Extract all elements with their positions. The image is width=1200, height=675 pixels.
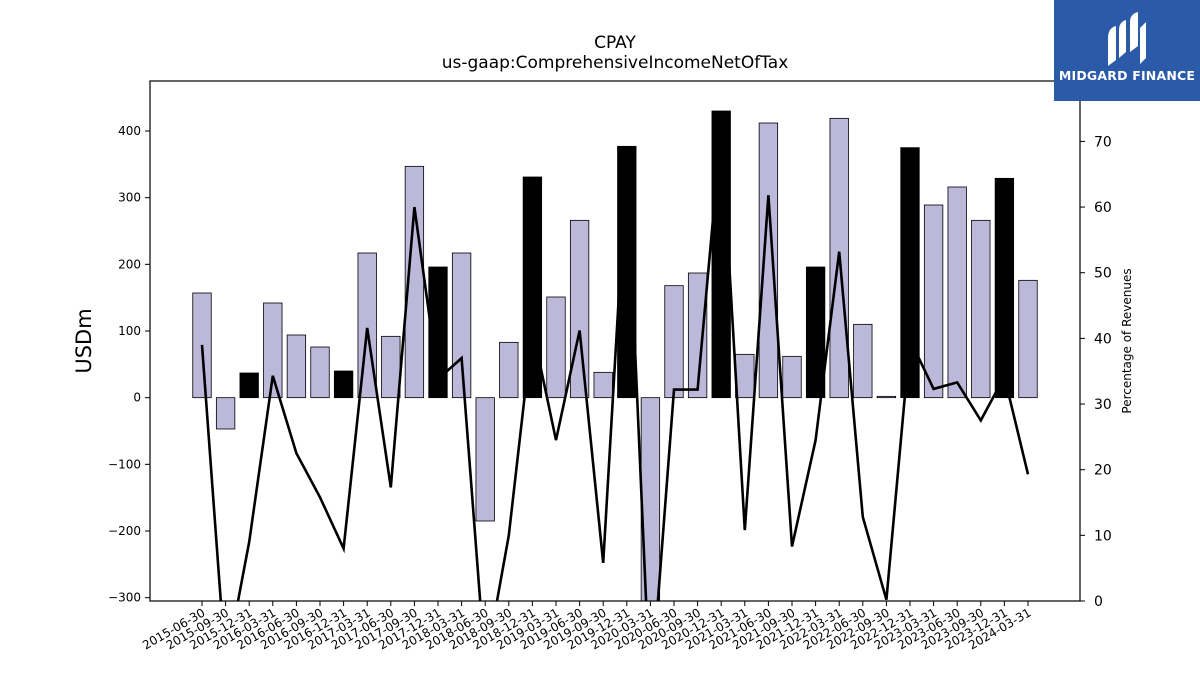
bar-2018-09-30 xyxy=(499,341,519,399)
bar-2017-06-30 xyxy=(381,335,401,399)
bar-2016-03-31 xyxy=(263,302,283,399)
bar-2024-03-31 xyxy=(1018,279,1038,399)
y-tick-label: −300 xyxy=(108,591,141,605)
bar-2022-06-30 xyxy=(853,323,873,399)
y-tick-label: −100 xyxy=(108,457,141,471)
y-tick-label: 400 xyxy=(118,124,141,138)
bar-2019-06-30 xyxy=(569,219,590,399)
y-right-tick-label: 20 xyxy=(1094,463,1112,479)
bar-2018-12-31 xyxy=(522,176,543,399)
y-axis-label-left: USDm xyxy=(72,308,96,373)
percentage-line xyxy=(200,128,1030,601)
bar-2015-09-30 xyxy=(215,397,236,430)
plot-frame xyxy=(149,80,1081,602)
bar-2023-03-31 xyxy=(923,204,944,399)
bar-2016-09-30 xyxy=(310,346,330,399)
y-right-tick-label: 40 xyxy=(1094,331,1112,347)
bar-2021-03-31 xyxy=(735,353,755,399)
bar-2017-12-31 xyxy=(428,266,448,399)
bar-2023-06-30 xyxy=(947,186,967,399)
bar-series xyxy=(192,110,1038,601)
y-axis-right: 0 10 20 30 40 50 60 70 xyxy=(1080,134,1112,610)
bar-2018-06-30 xyxy=(475,397,495,522)
bar-2015-12-31 xyxy=(239,372,259,399)
chart-subtitle: us-gaap:ComprehensiveIncomeNetOfTax xyxy=(442,53,789,73)
y-tick-label: 100 xyxy=(118,324,141,338)
y-right-tick-label: 10 xyxy=(1094,528,1112,544)
y-tick-label: −200 xyxy=(108,524,141,538)
y-axis-label-right: Percentage of Revenues xyxy=(1120,268,1134,413)
y-right-tick-label: 30 xyxy=(1094,397,1112,413)
logo-text: MIDGARD FINANCE xyxy=(1058,68,1196,83)
y-tick-label: 0 xyxy=(133,391,141,405)
x-axis: 2015-06-302015-09-302015-12-312016-03-31… xyxy=(140,601,1034,652)
y-right-tick-label: 0 xyxy=(1094,594,1103,610)
y-right-tick-label: 60 xyxy=(1094,200,1112,216)
bar-2023-12-31 xyxy=(994,177,1015,399)
percentage-line-series xyxy=(200,128,1030,601)
y-tick-label: 300 xyxy=(118,191,141,205)
y-right-tick-label: 70 xyxy=(1094,134,1112,150)
logo-mark-icon xyxy=(1108,12,1146,66)
y-axis-left: −300 −200 −100 0 100 200 300 400 xyxy=(108,124,150,605)
bar-2019-03-31 xyxy=(546,296,566,399)
bar-2016-06-30 xyxy=(286,334,307,399)
chart-title: CPAY xyxy=(594,33,636,53)
bar-2016-12-31 xyxy=(333,370,354,399)
bar-2019-09-30 xyxy=(593,371,613,399)
bar-2022-09-30 xyxy=(876,395,897,399)
y-right-tick-label: 50 xyxy=(1094,266,1112,282)
midgard-finance-logo: MIDGARD FINANCE xyxy=(1054,0,1200,101)
bar-2022-12-31 xyxy=(900,147,920,399)
bar-2021-12-31 xyxy=(805,266,826,399)
bar-2020-09-30 xyxy=(687,272,708,399)
y-tick-label: 200 xyxy=(118,257,141,271)
bar-2021-06-30 xyxy=(758,122,779,399)
bar-2020-06-30 xyxy=(664,285,684,399)
bar-2021-09-30 xyxy=(782,355,802,399)
bar-2023-09-30 xyxy=(971,219,991,399)
bar-2018-03-31 xyxy=(451,252,472,399)
bar-2019-12-31 xyxy=(617,145,637,399)
